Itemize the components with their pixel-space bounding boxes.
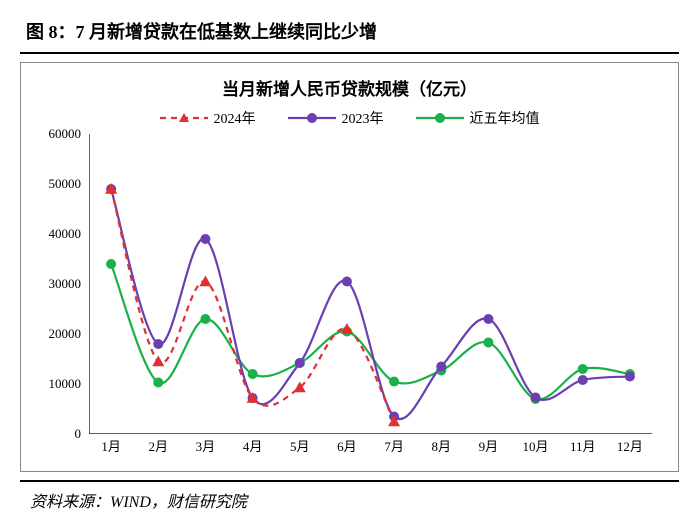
- x-tick-label: 12月: [617, 436, 643, 455]
- series-marker: [153, 339, 163, 349]
- legend-label: 2024年: [214, 108, 256, 128]
- series-marker: [295, 358, 305, 368]
- x-tick-label: 7月: [384, 436, 404, 455]
- series-line: [111, 264, 630, 399]
- series-marker: [531, 393, 541, 403]
- x-tick-label: 2月: [149, 436, 169, 455]
- y-tick-label: 40000: [49, 226, 82, 242]
- figure-title: 图 8：7 月新增贷款在低基数上继续同比少增: [20, 18, 679, 44]
- title-rule: [20, 52, 679, 54]
- source-rule: [20, 480, 679, 482]
- series-marker: [342, 277, 352, 287]
- series-marker: [199, 276, 211, 287]
- legend-label: 近五年均值: [470, 108, 540, 128]
- y-tick-label: 0: [75, 426, 82, 442]
- series-marker: [200, 234, 210, 244]
- legend: 2024年 2023年 近五年均值: [37, 108, 662, 128]
- x-tick-label: 11月: [570, 436, 596, 455]
- y-tick-label: 60000: [49, 126, 82, 142]
- legend-swatch-2024: [160, 111, 208, 125]
- source-text: 资料来源：WIND，财信研究院: [20, 488, 679, 512]
- x-tick-label: 10月: [523, 436, 549, 455]
- series-marker: [152, 356, 164, 367]
- series-line: [111, 189, 630, 419]
- legend-item-2024: 2024年: [160, 108, 256, 128]
- series-marker: [578, 364, 588, 374]
- x-tick-label: 1月: [101, 436, 121, 455]
- legend-swatch-avg: [416, 111, 464, 125]
- x-axis: 1月 2月 3月 4月 5月 6月 7月 8月 9月 10月 11月 12月: [89, 434, 652, 454]
- x-tick-label: 4月: [243, 436, 263, 455]
- legend-swatch-2023: [288, 111, 336, 125]
- x-tick-label: 5月: [290, 436, 310, 455]
- series-marker: [248, 369, 258, 379]
- y-tick-label: 30000: [49, 276, 82, 292]
- x-tick-label: 6月: [337, 436, 357, 455]
- series-marker: [389, 377, 399, 387]
- series-marker: [578, 375, 588, 385]
- y-tick-label: 50000: [49, 176, 82, 192]
- plot-area: 0100002000030000400005000060000 1月2月3月4月…: [89, 134, 652, 454]
- series-marker: [153, 378, 163, 388]
- series-marker: [483, 338, 493, 348]
- y-tick-label: 10000: [49, 376, 82, 392]
- y-tick-label: 20000: [49, 326, 82, 342]
- chart-title: 当月新增人民币贷款规模（亿元）: [37, 75, 662, 100]
- series-marker: [200, 314, 210, 324]
- series-line: [111, 189, 394, 422]
- plot-svg: [89, 134, 652, 434]
- series-marker: [483, 314, 493, 324]
- series-marker: [625, 372, 635, 382]
- legend-item-2023: 2023年: [288, 108, 384, 128]
- series-marker: [106, 259, 116, 269]
- x-tick-label: 3月: [196, 436, 216, 455]
- chart-container: 当月新增人民币贷款规模（亿元） 2024年 2023年 近五年均值 0 10000…: [20, 62, 679, 472]
- legend-label: 2023年: [342, 108, 384, 128]
- x-tick-label: 9月: [479, 436, 499, 455]
- series-marker: [436, 362, 446, 372]
- y-axis: 0100002000030000400005000060000: [37, 134, 85, 434]
- x-tick-label: 8月: [431, 436, 451, 455]
- legend-item-avg: 近五年均值: [416, 108, 540, 128]
